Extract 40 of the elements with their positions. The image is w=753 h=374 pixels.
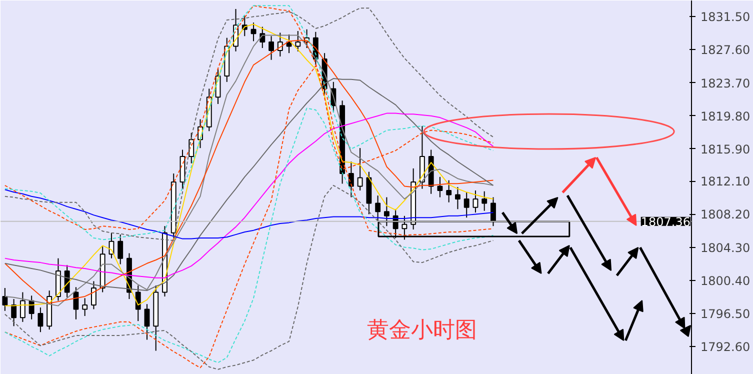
candlestick (295, 30, 301, 52)
candlestick (357, 148, 363, 191)
candlestick (455, 186, 460, 210)
y-tick-label: 1827.60 (700, 43, 750, 58)
y-tick-label: 1808.20 (700, 208, 750, 222)
annotation: 黄金小时图 (367, 318, 478, 343)
y-tick-label: 1800.40 (700, 274, 750, 288)
y-tick-label: 1815.90 (700, 142, 750, 156)
candlestick (20, 292, 26, 322)
candlestick (118, 234, 124, 265)
y-tick-label: 1796.50 (700, 306, 750, 321)
candlestick (482, 190, 488, 212)
candlestick (437, 176, 443, 198)
candlestick (38, 307, 44, 333)
candlestick (446, 180, 452, 203)
y-tick-label: 1823.70 (700, 76, 750, 90)
candlestick (250, 22, 256, 42)
ref-line-label: 1807.36 (640, 214, 690, 229)
line-series (4, 108, 494, 364)
candlestick (348, 161, 354, 198)
candlestick (464, 192, 470, 218)
y-tick-label: 1804.30 (700, 240, 750, 255)
y-tick-label: 1831.50 (700, 10, 750, 24)
candlestick (91, 280, 96, 310)
candlestick (472, 190, 478, 214)
candlestick (64, 264, 70, 298)
candlestick (73, 286, 79, 320)
candlestick (268, 36, 274, 60)
candlestick (144, 304, 150, 340)
candlestick (82, 298, 88, 316)
line-series (4, 112, 494, 278)
candlestick (277, 32, 283, 57)
y-tick-label: 1812.10 (700, 174, 750, 189)
y-tick-label: 1819.80 (700, 109, 750, 124)
candlestick (2, 287, 8, 312)
candlestick (135, 284, 141, 322)
candlestick (11, 298, 17, 327)
line-series (4, 78, 494, 292)
line-series (4, 184, 494, 370)
y-tick-label: 1792.60 (700, 340, 750, 354)
